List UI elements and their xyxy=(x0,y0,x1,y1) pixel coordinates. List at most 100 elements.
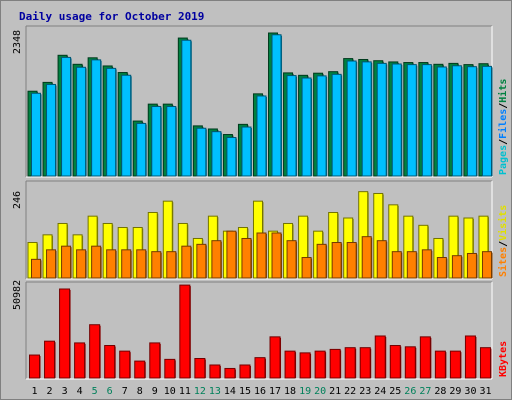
bar-files-23 xyxy=(361,61,372,177)
bar-kbytes-13 xyxy=(209,364,221,379)
x-tick-label-28: 28 xyxy=(434,386,446,397)
bar-sites-12 xyxy=(196,243,207,279)
bar-sites-20 xyxy=(316,243,327,279)
bar-files-18 xyxy=(286,75,297,177)
bar-kbytes-24 xyxy=(374,335,386,379)
bar-files-8 xyxy=(136,122,147,177)
bar-files-30 xyxy=(466,66,477,177)
bar-files-22 xyxy=(346,60,357,177)
bar-files-31 xyxy=(481,65,492,177)
bar-files-2 xyxy=(46,83,57,177)
bar-files-11 xyxy=(181,39,192,177)
x-tick-label-12: 12 xyxy=(194,386,206,397)
panel-visits-sites: 246 Sites/Visits xyxy=(12,180,509,280)
x-tick-label-14: 14 xyxy=(224,386,236,397)
bar-kbytes-20 xyxy=(314,350,326,379)
bar-files-29 xyxy=(451,65,462,177)
legend-sites: Sites xyxy=(497,247,509,277)
legend-separator: / xyxy=(498,241,509,247)
bar-kbytes-30 xyxy=(464,335,476,379)
bar-kbytes-21 xyxy=(329,348,341,379)
bar-sites-2 xyxy=(46,249,57,279)
bar-kbytes-25 xyxy=(389,345,401,379)
x-tick-label-18: 18 xyxy=(284,386,296,397)
bar-kbytes-4 xyxy=(74,342,86,379)
bar-sites-1 xyxy=(31,258,41,279)
bar-files-6 xyxy=(106,67,117,177)
x-tick-label-19: 19 xyxy=(299,386,311,397)
bar-kbytes-6 xyxy=(104,345,116,379)
x-tick-label-13: 13 xyxy=(209,386,221,397)
bar-kbytes-9 xyxy=(149,342,161,379)
legend-hits: Hits xyxy=(497,79,509,103)
bar-kbytes-19 xyxy=(299,352,311,379)
bar-sites-16 xyxy=(256,232,267,279)
y-tick-label: 2348 xyxy=(12,30,23,54)
bar-sites-4 xyxy=(76,249,87,279)
x-tick-label-20: 20 xyxy=(314,386,326,397)
legend-kbytes: KBytes xyxy=(498,341,509,377)
bar-sites-10 xyxy=(166,251,177,279)
legend-files: Files xyxy=(497,109,509,139)
bar-kbytes-18 xyxy=(284,350,296,379)
bar-files-27 xyxy=(421,64,432,177)
x-tick-label-15: 15 xyxy=(239,386,251,397)
bar-kbytes-23 xyxy=(359,347,371,379)
bar-files-14 xyxy=(226,137,237,177)
bar-files-13 xyxy=(211,131,222,177)
bar-files-5 xyxy=(91,59,102,177)
x-tick-label-1: 1 xyxy=(32,386,38,397)
x-tick-label-21: 21 xyxy=(329,386,341,397)
legend-separator: / xyxy=(498,139,509,145)
bar-files-15 xyxy=(241,126,252,177)
chart-title: Daily usage for October 2019 xyxy=(19,10,204,23)
x-tick-label-2: 2 xyxy=(47,386,53,397)
x-tick-label-25: 25 xyxy=(389,386,401,397)
bar-sites-15 xyxy=(241,237,252,279)
bar-kbytes-26 xyxy=(404,346,416,379)
y-tick-label: 50982 xyxy=(12,280,23,310)
bar-kbytes-7 xyxy=(119,350,131,379)
x-tick-label-10: 10 xyxy=(164,386,176,397)
bar-kbytes-22 xyxy=(344,347,356,379)
bar-kbytes-17 xyxy=(269,336,281,379)
legend: KBytes xyxy=(498,341,509,377)
bar-kbytes-3 xyxy=(59,288,71,379)
bar-kbytes-2 xyxy=(44,340,56,379)
bar-sites-27 xyxy=(421,249,432,279)
bar-files-25 xyxy=(391,63,402,177)
bar-sites-29 xyxy=(451,255,462,279)
bar-sites-23 xyxy=(361,236,372,279)
bar-sites-5 xyxy=(91,245,102,279)
bar-kbytes-5 xyxy=(89,324,101,379)
bar-sites-14 xyxy=(226,230,237,279)
bar-files-26 xyxy=(406,64,417,177)
x-tick-label-30: 30 xyxy=(464,386,476,397)
bar-sites-19 xyxy=(301,257,312,279)
bar-kbytes-8 xyxy=(134,360,146,379)
bar-files-17 xyxy=(271,34,282,177)
bar-sites-22 xyxy=(346,242,357,279)
legend-pages: Pages xyxy=(498,145,509,175)
bar-kbytes-11 xyxy=(179,284,191,379)
bar-sites-18 xyxy=(286,240,297,279)
x-tick-label-9: 9 xyxy=(152,386,158,397)
bar-sites-25 xyxy=(391,251,402,279)
x-tick-label-22: 22 xyxy=(344,386,356,397)
bar-files-7 xyxy=(121,74,132,177)
x-tick-label-24: 24 xyxy=(374,386,386,397)
bar-files-9 xyxy=(151,106,162,177)
bar-files-3 xyxy=(61,56,72,177)
bar-sites-13 xyxy=(211,240,222,279)
bar-files-1 xyxy=(31,92,41,177)
bar-kbytes-14 xyxy=(224,367,236,379)
x-tick-label-26: 26 xyxy=(404,386,416,397)
bar-kbytes-1 xyxy=(29,354,40,379)
bar-sites-31 xyxy=(481,251,492,279)
x-tick-label-6: 6 xyxy=(107,386,113,397)
legend-separator: / xyxy=(498,103,509,109)
legend: Sites/Visits xyxy=(497,205,509,277)
bar-kbytes-31 xyxy=(479,347,491,379)
